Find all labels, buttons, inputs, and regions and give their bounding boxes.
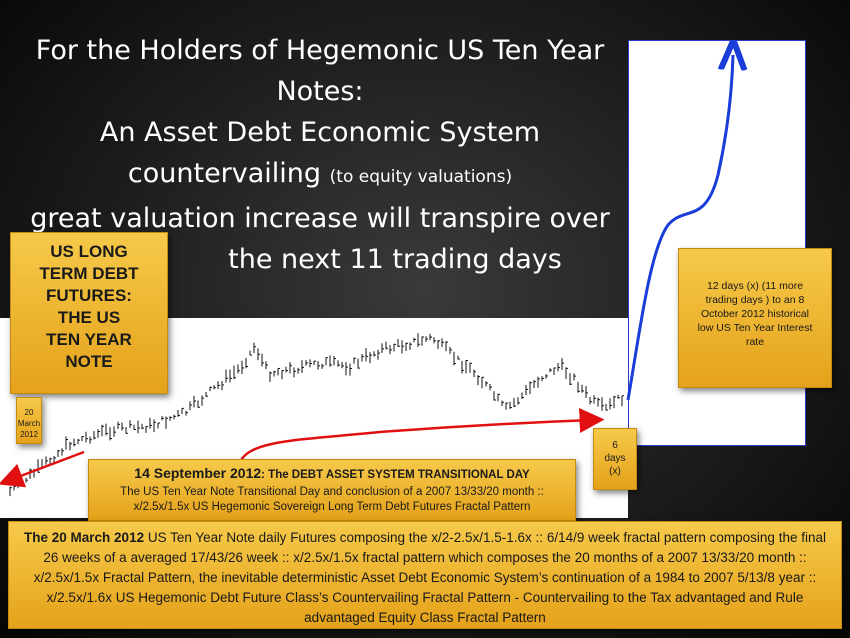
- title-countervailing: countervailing: [127, 158, 322, 189]
- title-line-3: An Asset Debt Economic System: [99, 117, 541, 148]
- price-bars: [9, 333, 624, 497]
- september-line-1: The US Ten Year Note Transitional Day an…: [120, 486, 544, 498]
- september-subheading: : The DEBT ASSET SYSTEM TRANSITIONAL DAY: [261, 469, 530, 481]
- six-days-box: 6 days (x): [593, 428, 637, 490]
- twelve-days-text: 12 days (x) (11 more trading days ) to a…: [697, 280, 813, 348]
- fractal-description-box: The 20 March 2012 US Ten Year Note daily…: [8, 521, 842, 629]
- futures-line-4: THE US: [57, 308, 121, 327]
- september-line-2: x/2.5x/1.5x US Hegemonic Sovereign Long …: [133, 501, 531, 513]
- september-transition-box: 14 September 2012: The DEBT ASSET SYSTEM…: [88, 459, 576, 521]
- futures-line-3: FUTURES:: [46, 286, 132, 305]
- september-arrow: [238, 407, 605, 463]
- title-line-1: For the Holders of Hegemonic US Ten Year: [35, 35, 605, 66]
- futures-line-2: TERM DEBT: [39, 264, 139, 283]
- six-days-number: 6: [612, 440, 618, 451]
- september-heading: 14 September 2012: The DEBT ASSET SYSTEM…: [89, 464, 575, 485]
- title-line-5: great valuation increase will transpire …: [30, 203, 610, 234]
- september-date: 14 September 2012: [134, 465, 262, 481]
- description-text: US Ten Year Note daily Futures composing…: [33, 530, 826, 625]
- description-lead: The 20 March 2012: [24, 530, 145, 545]
- march-year: 2012: [20, 430, 38, 439]
- title-line-6: the next 11 trading days: [228, 244, 562, 275]
- march-day: 20: [24, 408, 34, 417]
- title-line-2: Notes:: [276, 76, 364, 107]
- futures-line-5: TEN YEAR: [46, 330, 132, 349]
- slide-title: For the Holders of Hegemonic US Ten Year…: [10, 30, 630, 280]
- projection-arrow: [626, 55, 733, 401]
- march-month: March: [17, 419, 41, 428]
- futures-line-6: NOTE: [65, 352, 113, 371]
- march-date-box: 20 March 2012: [16, 397, 42, 444]
- march-arrow: [0, 450, 85, 488]
- futures-line-1: US LONG: [50, 242, 128, 261]
- title-countervailing-note: (to equity valuations): [329, 167, 513, 187]
- title-line-4: countervailing (to equity valuations): [128, 158, 512, 189]
- futures-label-box: US LONG TERM DEBT FUTURES: THE US TEN YE…: [10, 232, 168, 394]
- six-days-label: days: [604, 453, 626, 464]
- twelve-days-box: 12 days (x) (11 more trading days ) to a…: [678, 248, 832, 388]
- six-days-x: (x): [609, 466, 621, 477]
